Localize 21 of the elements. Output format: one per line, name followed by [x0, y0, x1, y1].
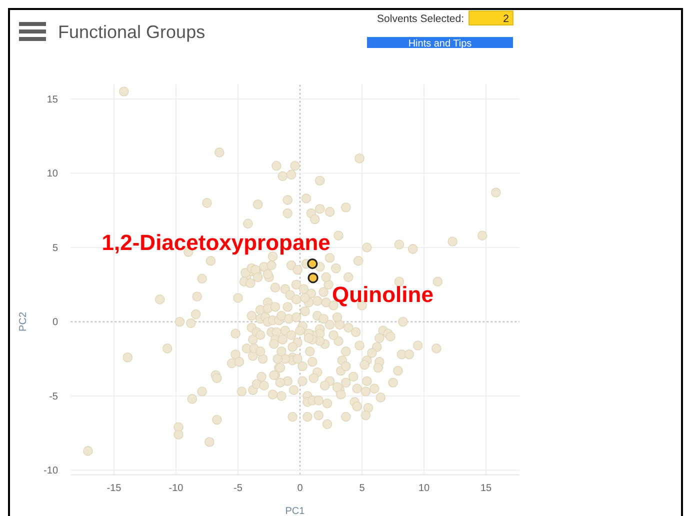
text: Hints and Tips — [408, 38, 472, 50]
x-axis-title: PC1 — [285, 506, 306, 516]
text: 2 — [503, 13, 510, 25]
x-tick-label: 15 — [480, 483, 492, 494]
y-tick-label: -5 — [49, 391, 58, 402]
x-tick-label: 5 — [359, 483, 366, 494]
y-tick-label: -10 — [44, 466, 58, 477]
annotation: Quinoline — [332, 282, 434, 307]
y-tick-label: 5 — [52, 242, 58, 254]
x-tick-label: -10 — [168, 483, 184, 494]
y-tick-label: 15 — [46, 94, 58, 106]
y-tick-label: 10 — [46, 168, 58, 180]
y-tick-label: 0 — [52, 317, 58, 328]
annotation: 1,2-Diacetoxypropane — [102, 230, 330, 255]
y-axis-title: PC2 — [18, 312, 29, 332]
x-tick-label: -15 — [106, 483, 122, 494]
text: Solvents Selected: — [377, 13, 464, 25]
x-tick-label: 10 — [418, 483, 430, 494]
chart-title: Functional Groups — [58, 22, 206, 42]
x-tick-label: -5 — [234, 483, 243, 494]
x-tick-label: 0 — [297, 483, 304, 494]
